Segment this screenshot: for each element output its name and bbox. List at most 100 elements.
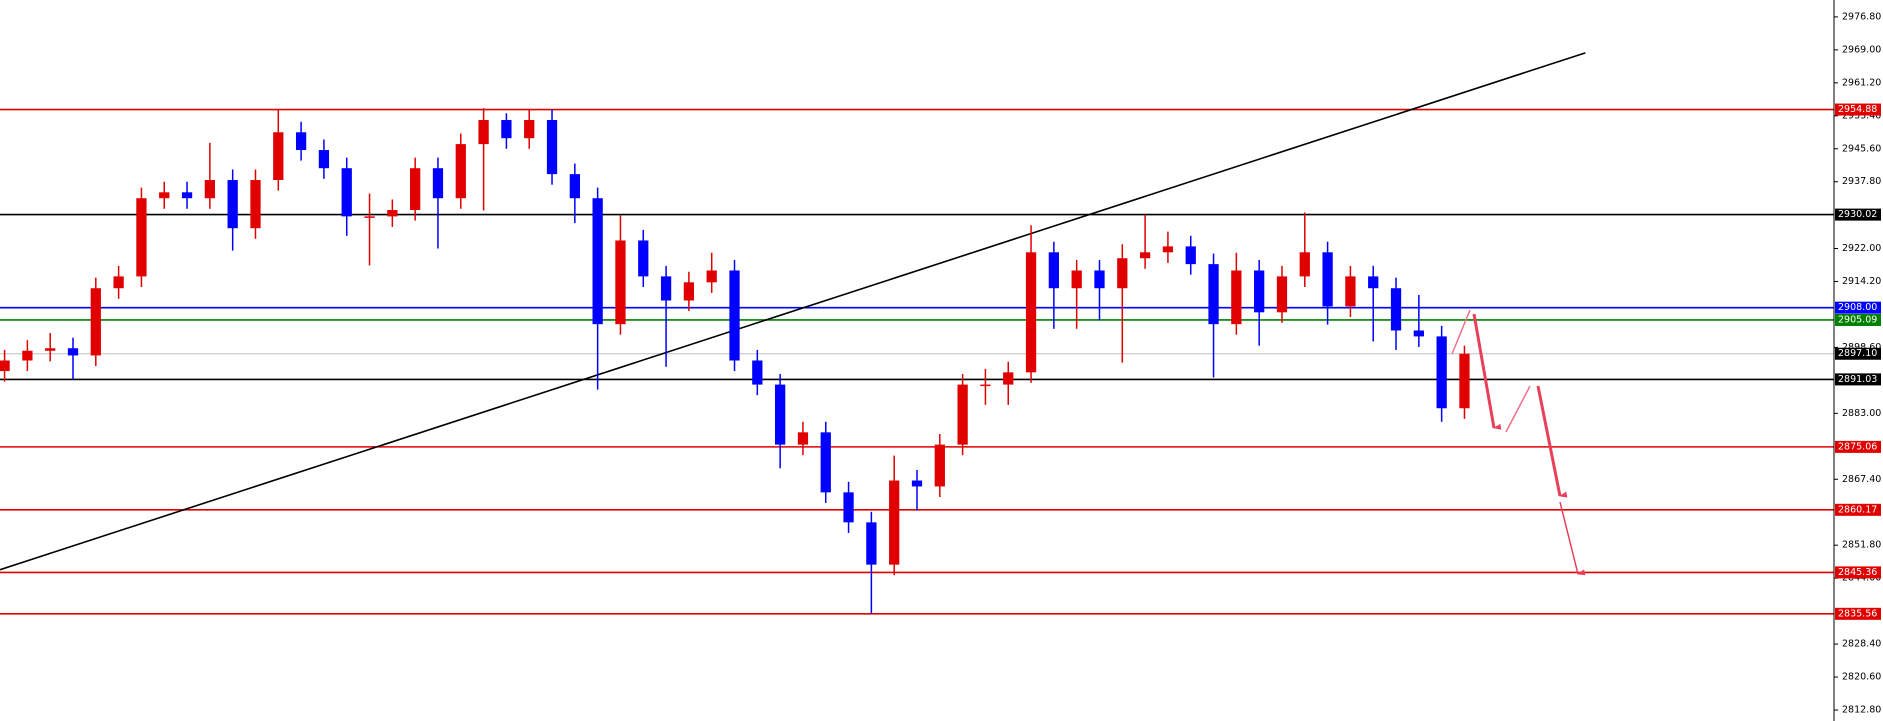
candle-body (295, 132, 307, 151)
candle-body (341, 168, 352, 217)
y-tick-label: 2914.20 (1842, 276, 1881, 287)
candle-body (1208, 264, 1219, 325)
price-axis: 2976.80 2969.00 2961.20 2953.40 2945.60 2937.… (1833, 0, 1883, 721)
candle-body (22, 350, 33, 361)
candle-body (501, 120, 512, 139)
candle-body (843, 492, 854, 523)
candle-body (1025, 252, 1037, 373)
candle-body (159, 192, 170, 199)
candle-body (273, 132, 284, 181)
level-label-box (1835, 103, 1881, 116)
trendline (0, 52, 1586, 571)
projection-arrows (1451, 309, 1586, 576)
candle-body (0, 360, 10, 372)
candle-body (1459, 353, 1470, 409)
level-label: 2954.88 (1838, 104, 1877, 115)
candle-body (1345, 276, 1356, 307)
candle-body (67, 348, 79, 356)
candle-body (318, 150, 330, 169)
level-label: 2891.03 (1838, 374, 1877, 385)
level-label-box (1835, 301, 1881, 314)
candle-body (181, 192, 193, 199)
level-label: 2835.56 (1838, 608, 1877, 619)
candle-body (1390, 288, 1402, 331)
level-label: 2905.09 (1838, 314, 1877, 325)
level-label-box (1835, 313, 1881, 326)
candle-body (410, 168, 421, 211)
y-tick-label: 2867.40 (1842, 474, 1881, 485)
y-tick-label: 2898.60 (1842, 342, 1881, 353)
level-label-box (1835, 440, 1881, 453)
candle-body (569, 174, 580, 199)
level-label: 2860.17 (1838, 504, 1877, 515)
y-tick-label: 2961.20 (1842, 77, 1881, 88)
y-tick-label: 2812.80 (1842, 705, 1881, 716)
candle-body (45, 348, 56, 351)
candle-body (1299, 252, 1310, 277)
level-label-box (1835, 347, 1881, 360)
candle-body (1413, 330, 1424, 337)
candle-body (615, 240, 626, 325)
candle-body (546, 120, 558, 175)
arrow (1559, 501, 1586, 576)
candle-body (387, 210, 398, 217)
level-label: 2908.00 (1838, 302, 1877, 313)
candle-body (1094, 270, 1105, 289)
y-tick-label: 2937.80 (1842, 176, 1881, 187)
candle-body (1276, 276, 1288, 313)
candle-body (1436, 336, 1447, 409)
candle-body (227, 180, 238, 229)
candle-body (660, 276, 672, 301)
y-tick-label: 2969.00 (1842, 44, 1881, 55)
candle-body (1322, 252, 1333, 307)
y-tick-label: 2883.00 (1842, 408, 1881, 419)
level-label-box (1835, 566, 1881, 579)
candle-body (934, 444, 945, 487)
candle-body (820, 432, 831, 493)
level-label-box (1835, 373, 1881, 386)
candle-body (524, 120, 535, 139)
candle-body (957, 384, 968, 445)
arrow (1472, 313, 1502, 430)
y-tick-label: 2828.40 (1842, 639, 1881, 650)
candle-body (1048, 252, 1059, 289)
candle-body (638, 240, 649, 277)
candle-body (364, 216, 375, 218)
candle-body (1231, 270, 1242, 325)
candle-body (592, 198, 603, 325)
arrow (1536, 385, 1568, 498)
level-label: 2930.02 (1838, 209, 1877, 220)
level-label: 2875.06 (1838, 441, 1877, 452)
arrow (1505, 385, 1531, 433)
candle-body (1368, 276, 1379, 289)
candle-body (1003, 372, 1014, 385)
candle-body (797, 432, 809, 445)
candle-body (775, 384, 786, 445)
y-tick-label: 2953.40 (1842, 110, 1881, 121)
candle-body (1162, 246, 1174, 253)
plot-area (0, 52, 1834, 615)
candle-body (250, 180, 261, 229)
candle-body (432, 168, 444, 199)
y-tick-label: 2945.60 (1842, 143, 1881, 154)
candle-body (706, 270, 717, 283)
candle-body (683, 282, 695, 301)
candle-body (478, 120, 489, 145)
level-label: 2897.10 (1838, 348, 1877, 359)
y-tick-label: 2851.80 (1842, 540, 1881, 551)
candle-body (1254, 270, 1265, 313)
candle-body (90, 288, 101, 356)
candle-body (980, 384, 991, 387)
y-tick-label: 2976.80 (1842, 11, 1881, 22)
level-label-box (1835, 503, 1881, 516)
candle-body (204, 180, 215, 199)
candle-body (866, 522, 877, 565)
candle-body (113, 276, 124, 289)
candle-body (889, 480, 900, 565)
candle-body (1139, 252, 1151, 259)
y-tick-label: 2922.00 (1842, 243, 1881, 254)
axis-background (1834, 0, 1883, 721)
y-tick-label: 2820.60 (1842, 672, 1881, 683)
candle-body (752, 360, 763, 385)
